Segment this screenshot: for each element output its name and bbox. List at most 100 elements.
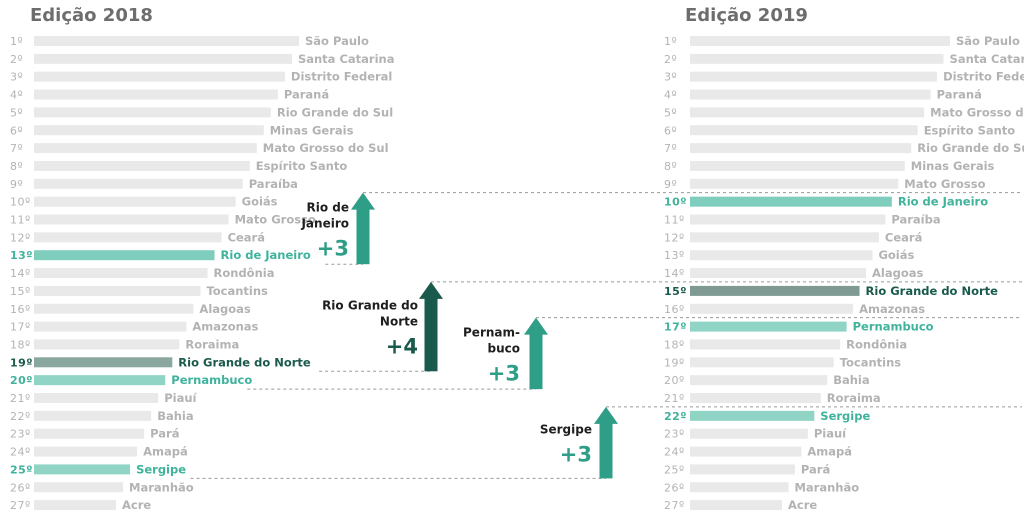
row-2018-sao-paulo: 1º São Paulo: [10, 34, 369, 48]
rank-bar: [34, 232, 222, 243]
rank-label: 4º: [10, 89, 23, 102]
rank-bar: [690, 446, 802, 457]
row-2018-rio-grande-do-sul: 5º Rio Grande do Sul: [10, 105, 393, 119]
rank-bar: [34, 178, 243, 189]
rank-label: 5º: [10, 106, 23, 119]
row-2018-espirito-santo: 8º Espírito Santo: [10, 159, 347, 173]
state-label: Mato Grosso do Sul: [263, 141, 389, 155]
annotation-change: +4: [386, 335, 418, 359]
state-label: Amapá: [143, 445, 188, 459]
state-label: Acre: [788, 498, 817, 512]
rank-bar: [34, 303, 194, 314]
state-label: Alagoas: [872, 266, 923, 280]
row-2019-sergipe: 22º Sergipe: [664, 409, 870, 423]
state-label: Espírito Santo: [256, 159, 348, 173]
ranking-2019: 1º São Paulo 2º Santa Catarina 3º Distrito Fe…: [664, 34, 1024, 512]
state-label: Ceará: [228, 230, 265, 244]
state-label: Piauí: [164, 391, 197, 405]
rank-bar: [34, 89, 278, 100]
state-label: Paraíba: [891, 213, 940, 227]
rank-bar: [690, 36, 950, 46]
rank-bar: [690, 410, 815, 421]
row-2019-santa-catarina: 2º Santa Catarina: [664, 52, 1024, 66]
state-label: Goiás: [878, 248, 914, 262]
annotation-change: +3: [317, 236, 349, 260]
state-label: Santa Catarina: [298, 52, 395, 66]
state-label: Mato Grosso do Sul: [930, 105, 1024, 119]
rank-bar: [34, 53, 292, 64]
row-2018-mato-grosso-do-sul: 7º Mato Grosso do Sul: [10, 141, 389, 155]
arrow-up-icon: [419, 281, 443, 299]
rank-bar: [34, 375, 166, 386]
rank-label: 8º: [10, 160, 23, 173]
annotation-change: +3: [488, 361, 520, 385]
rank-label: 16º: [10, 303, 31, 316]
rank-label: 20º: [664, 374, 685, 387]
rank-bar: [34, 428, 145, 439]
arrow-shaft: [424, 297, 438, 372]
rank-label: 23º: [664, 428, 685, 441]
row-2018-rio-de-janeiro: 13º Rio de Janeiro: [10, 248, 311, 262]
state-label: Roraima: [827, 391, 881, 405]
rank-label: 7º: [664, 142, 677, 155]
rank-bar: [690, 339, 841, 350]
rank-label: 14º: [10, 267, 31, 280]
rank-bar: [690, 89, 931, 100]
row-2019-paraiba: 11º Paraíba: [664, 213, 941, 227]
state-label: Minas Gerais: [270, 123, 354, 137]
row-2019-rio-grande-do-norte: 15º Rio Grande do Norte: [664, 284, 998, 298]
state-label: Roraima: [185, 337, 239, 351]
rank-bar: [690, 214, 886, 225]
annotation-pernambuco: Pernam-buco +3: [463, 317, 548, 390]
rank-label: 3º: [664, 71, 677, 84]
annotation-label: Rio de: [306, 200, 349, 214]
rank-label: 25º: [10, 463, 33, 476]
row-2018-maranhao: 26º Maranhão: [10, 480, 194, 494]
row-2018-rondonia: 14º Rondônia: [10, 266, 274, 280]
annotation-label: Sergipe: [540, 423, 592, 437]
rank-bar: [690, 500, 782, 511]
rank-bar: [34, 357, 173, 368]
row-2018-parana: 4º Paraná: [10, 88, 329, 102]
arrow-up-icon: [594, 406, 618, 424]
rank-bar: [690, 357, 834, 368]
state-label: São Paulo: [305, 34, 369, 48]
row-2018-santa-catarina: 2º Santa Catarina: [10, 52, 394, 66]
rank-bar: [690, 71, 938, 82]
state-label: Amazonas: [192, 320, 258, 334]
rank-bar: [690, 53, 944, 64]
rank-bar: [690, 232, 879, 243]
rank-bar: [34, 196, 236, 207]
row-2019-para: 25º Pará: [664, 462, 830, 476]
state-label: Rio Grande do Norte: [178, 355, 311, 369]
row-2019-parana: 4º Paraná: [664, 88, 982, 102]
row-2019-tocantins: 19º Tocantins: [664, 355, 901, 369]
state-label: Acre: [122, 498, 151, 512]
state-label: Bahia: [833, 373, 869, 387]
rank-label: 13º: [664, 249, 685, 262]
rank-label: 21º: [10, 392, 31, 405]
rank-label: 12º: [10, 231, 31, 244]
row-2019-maranhao: 26º Maranhão: [664, 480, 859, 494]
chart-title-2018: Edição 2018: [30, 5, 153, 26]
row-2018-tocantins: 15º Tocantins: [10, 284, 268, 298]
rank-label: 17º: [10, 321, 31, 334]
row-2019-acre: 27º Acre: [664, 498, 817, 512]
rank-label: 25º: [664, 463, 685, 476]
rank-label: 19º: [664, 356, 685, 369]
state-label: São Paulo: [956, 34, 1020, 48]
rank-label: 11º: [664, 214, 685, 227]
state-label: Piauí: [814, 427, 847, 441]
rank-bar: [34, 71, 285, 82]
rank-bar: [690, 321, 847, 332]
annotation-rio-de-janeiro: Rio de Janeiro +3: [300, 192, 375, 265]
rank-label: 18º: [10, 338, 31, 351]
row-2018-distrito-federal: 3º Distrito Federal: [10, 70, 392, 84]
state-label: Ceará: [885, 230, 922, 244]
rank-label: 6º: [10, 124, 23, 137]
state-label: Rio de Janeiro: [221, 248, 311, 262]
arrow-up-icon: [351, 192, 375, 210]
row-2018-ceara: 12º Ceará: [10, 230, 265, 244]
rank-bar: [690, 160, 905, 171]
